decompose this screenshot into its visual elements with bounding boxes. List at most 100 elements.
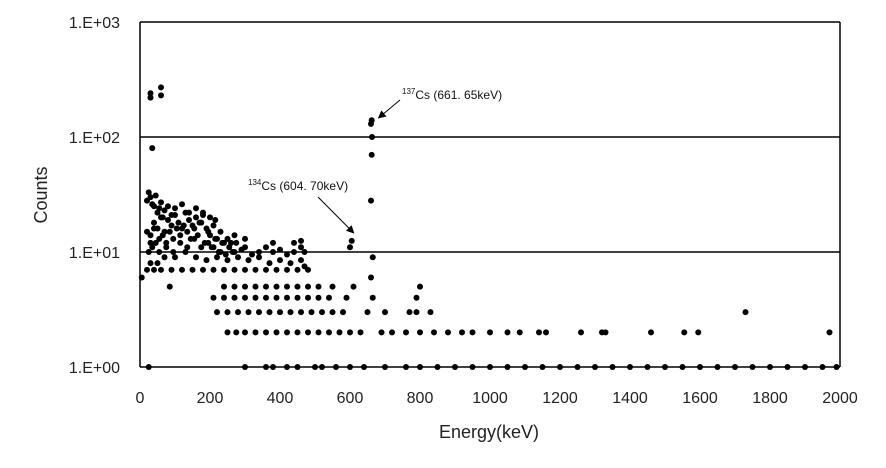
data-point bbox=[263, 283, 269, 290]
data-point bbox=[145, 364, 152, 370]
data-point bbox=[214, 254, 220, 261]
data-point bbox=[697, 364, 703, 370]
data-point bbox=[273, 283, 280, 290]
data-point bbox=[186, 216, 192, 223]
data-point bbox=[291, 239, 297, 246]
data-point bbox=[298, 237, 304, 244]
data-point bbox=[138, 274, 145, 281]
data-point bbox=[266, 260, 273, 267]
data-point bbox=[231, 232, 238, 239]
data-point bbox=[329, 309, 336, 316]
data-point bbox=[368, 197, 374, 204]
data-point bbox=[681, 329, 688, 336]
data-point bbox=[144, 228, 150, 235]
data-point bbox=[417, 283, 423, 290]
data-point bbox=[235, 309, 241, 316]
data-point bbox=[189, 222, 196, 229]
x-tick-label: 1400 bbox=[612, 390, 648, 407]
data-point bbox=[459, 329, 465, 336]
x-tick-label: 1600 bbox=[682, 390, 718, 407]
data-point bbox=[714, 364, 721, 370]
data-point bbox=[291, 249, 297, 255]
data-point bbox=[315, 329, 322, 336]
data-point bbox=[249, 251, 255, 258]
data-point bbox=[742, 309, 749, 316]
data-point bbox=[543, 329, 549, 336]
data-point bbox=[368, 274, 374, 281]
data-point bbox=[784, 364, 791, 370]
data-point bbox=[242, 283, 248, 290]
data-point bbox=[627, 364, 633, 370]
data-point bbox=[403, 364, 409, 370]
annotation-arrow bbox=[377, 99, 401, 119]
data-point bbox=[452, 364, 458, 370]
data-point bbox=[662, 364, 668, 370]
data-point bbox=[242, 235, 248, 242]
x-tick-label: 1800 bbox=[752, 390, 788, 407]
data-point bbox=[242, 364, 248, 370]
data-point bbox=[256, 309, 262, 316]
data-point bbox=[301, 263, 308, 270]
data-point bbox=[749, 364, 756, 370]
data-point bbox=[312, 364, 318, 370]
data-point bbox=[189, 266, 196, 273]
data-point bbox=[149, 145, 156, 152]
data-point bbox=[145, 249, 152, 255]
data-point bbox=[156, 205, 163, 212]
data-point bbox=[522, 364, 528, 370]
data-point bbox=[151, 203, 157, 210]
data-point bbox=[294, 364, 301, 370]
data-point bbox=[389, 329, 395, 336]
data-points bbox=[138, 84, 840, 370]
data-point bbox=[263, 329, 269, 336]
data-point bbox=[329, 283, 336, 290]
data-point bbox=[256, 254, 262, 261]
data-point bbox=[284, 364, 290, 370]
x-tick-label: 200 bbox=[197, 390, 224, 407]
data-point bbox=[207, 214, 213, 221]
peak-label: 137Cs (661. 65keV) bbox=[402, 87, 502, 102]
data-point bbox=[308, 309, 315, 316]
data-point bbox=[179, 201, 185, 208]
data-point bbox=[336, 329, 343, 336]
data-point bbox=[340, 309, 346, 316]
data-point bbox=[298, 309, 304, 316]
data-point bbox=[270, 239, 276, 246]
data-point bbox=[487, 329, 493, 336]
data-point bbox=[347, 364, 353, 370]
data-point bbox=[644, 364, 651, 370]
data-point bbox=[224, 329, 231, 336]
data-point bbox=[277, 309, 283, 316]
data-point bbox=[273, 266, 280, 273]
data-point bbox=[343, 294, 350, 301]
data-point bbox=[578, 329, 584, 336]
data-point bbox=[326, 329, 332, 336]
data-point bbox=[284, 266, 290, 273]
data-point bbox=[263, 364, 269, 370]
data-point bbox=[207, 232, 213, 239]
data-point bbox=[205, 239, 212, 246]
data-point bbox=[767, 364, 773, 370]
y-tick-label: 1.E+02 bbox=[69, 130, 120, 147]
data-point bbox=[252, 294, 259, 301]
data-point bbox=[231, 294, 238, 301]
data-point bbox=[184, 244, 191, 251]
data-point bbox=[186, 209, 192, 216]
data-point bbox=[277, 257, 283, 264]
y-axis-label: Counts bbox=[31, 166, 51, 223]
y-tick-label: 1.E+00 bbox=[69, 360, 120, 377]
data-point bbox=[221, 294, 227, 301]
data-point bbox=[145, 189, 152, 196]
data-point bbox=[200, 266, 206, 273]
data-point bbox=[287, 260, 294, 267]
data-point bbox=[152, 239, 159, 246]
data-point bbox=[147, 260, 154, 267]
data-point bbox=[833, 364, 840, 370]
y-tick-label: 1.E+01 bbox=[69, 245, 120, 262]
data-point bbox=[802, 364, 808, 370]
data-point bbox=[469, 364, 476, 370]
data-point bbox=[319, 309, 325, 316]
data-point bbox=[574, 364, 581, 370]
data-point bbox=[228, 239, 234, 246]
data-point bbox=[245, 257, 252, 264]
